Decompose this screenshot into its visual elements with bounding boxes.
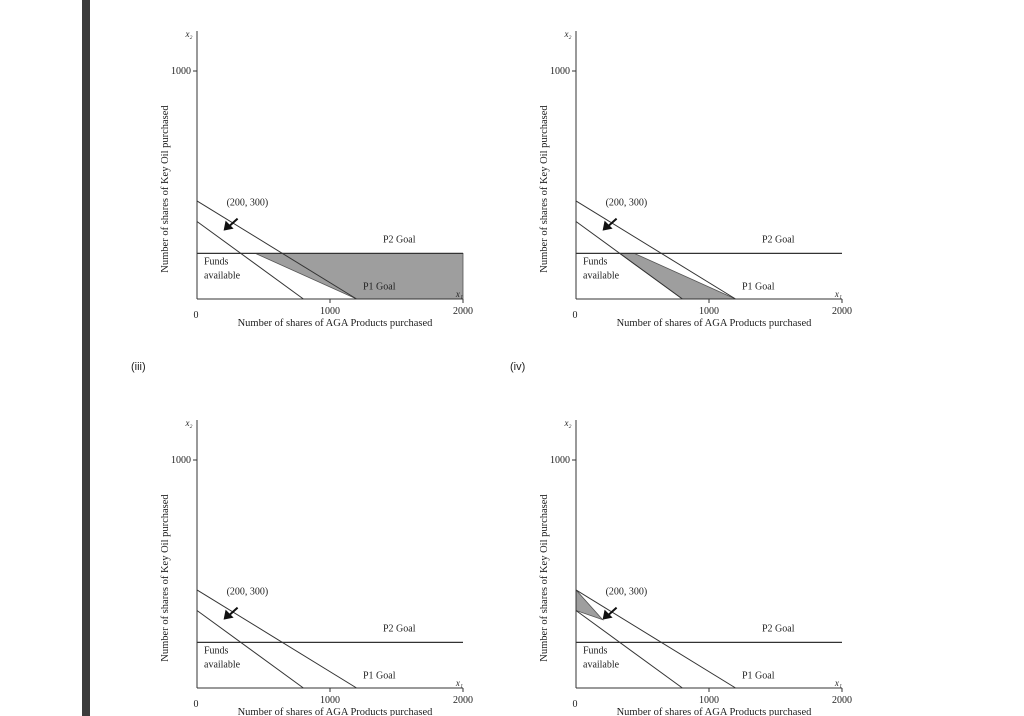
funds-label: Funds: [204, 645, 229, 656]
y-variable-label: x₂: [563, 29, 571, 39]
p1-goal-label: P1 Goal: [363, 281, 396, 292]
funds-constraint-line: [196, 610, 304, 689]
funds-label-line2: available: [204, 659, 241, 670]
x-variable-label: x₁: [834, 289, 842, 299]
y-variable-label: x₂: [563, 418, 571, 428]
x-tick-label: 2000: [453, 306, 473, 317]
funds-constraint-line: [196, 221, 304, 300]
y-axis-title: Number of shares of Key Oil purchased: [160, 494, 171, 662]
point-label: (200, 300): [227, 587, 269, 598]
funds-label: Funds: [583, 256, 608, 267]
funds-label-line2: available: [583, 270, 620, 281]
p2-goal-label: P2 Goal: [762, 234, 795, 245]
p1-goal-line: [196, 589, 357, 689]
x-tick-label: 1000: [699, 306, 719, 317]
y-tick-label: 1000: [550, 455, 570, 466]
x-axis-title: Number of shares of AGA Products purchas…: [617, 707, 813, 716]
y-axis-title: Number of shares of Key Oil purchased: [539, 494, 550, 662]
x-tick-label: 0: [573, 699, 578, 710]
x-variable-label: x₁: [455, 678, 463, 688]
shaded-region: [575, 588, 604, 621]
point-label: (200, 300): [227, 198, 269, 209]
p1-goal-label: P1 Goal: [742, 670, 775, 681]
y-tick-label: 1000: [171, 455, 191, 466]
panel-label-iii: (iii): [131, 361, 146, 373]
funds-label: Funds: [204, 256, 229, 267]
x-tick-label: 1000: [320, 306, 340, 317]
point-label: (200, 300): [606, 587, 648, 598]
x-axis-title: Number of shares of AGA Products purchas…: [238, 707, 434, 716]
x-tick-label: 1000: [320, 695, 340, 706]
x-variable-label: x₁: [834, 678, 842, 688]
funds-label: Funds: [583, 645, 608, 656]
p1-goal-line: [196, 200, 357, 300]
point-arrow-head: [602, 220, 613, 231]
funds-constraint-line: [575, 221, 683, 300]
funds-label-line2: available: [583, 659, 620, 670]
p1-goal-label: P1 Goal: [363, 670, 396, 681]
y-tick-label: 1000: [550, 66, 570, 77]
y-variable-label: x₂: [184, 418, 192, 428]
funds-label-line2: available: [204, 270, 241, 281]
y-axis-title: Number of shares of Key Oil purchased: [160, 105, 171, 273]
p2-goal-label: P2 Goal: [383, 234, 416, 245]
sidebar-bar: [82, 0, 90, 716]
p1-goal-line: [575, 589, 736, 689]
x-axis-title: Number of shares of AGA Products purchas…: [617, 318, 813, 329]
x-tick-label: 0: [573, 310, 578, 321]
x-tick-label: 2000: [832, 695, 852, 706]
x-tick-label: 2000: [832, 306, 852, 317]
x-axis-title: Number of shares of AGA Products purchas…: [238, 318, 434, 329]
x-tick-label: 2000: [453, 695, 473, 706]
y-variable-label: x₂: [184, 29, 192, 39]
y-tick-label: 1000: [171, 66, 191, 77]
point-arrow-head: [223, 609, 234, 620]
panel-label-iv: (iv): [510, 361, 526, 373]
y-axis-title: Number of shares of Key Oil purchased: [539, 105, 550, 273]
x-tick-label: 1000: [699, 695, 719, 706]
x-variable-label: x₁: [455, 289, 463, 299]
p1-goal-label: P1 Goal: [742, 281, 775, 292]
point-arrow-head: [223, 220, 234, 231]
funds-constraint-line: [575, 610, 683, 689]
p2-goal-label: P2 Goal: [762, 623, 795, 634]
x-tick-label: 0: [194, 310, 199, 321]
point-label: (200, 300): [606, 198, 648, 209]
p1-goal-line: [575, 200, 736, 300]
x-tick-label: 0: [194, 699, 199, 710]
p2-goal-label: P2 Goal: [383, 623, 416, 634]
point-arrow-head: [602, 609, 613, 620]
